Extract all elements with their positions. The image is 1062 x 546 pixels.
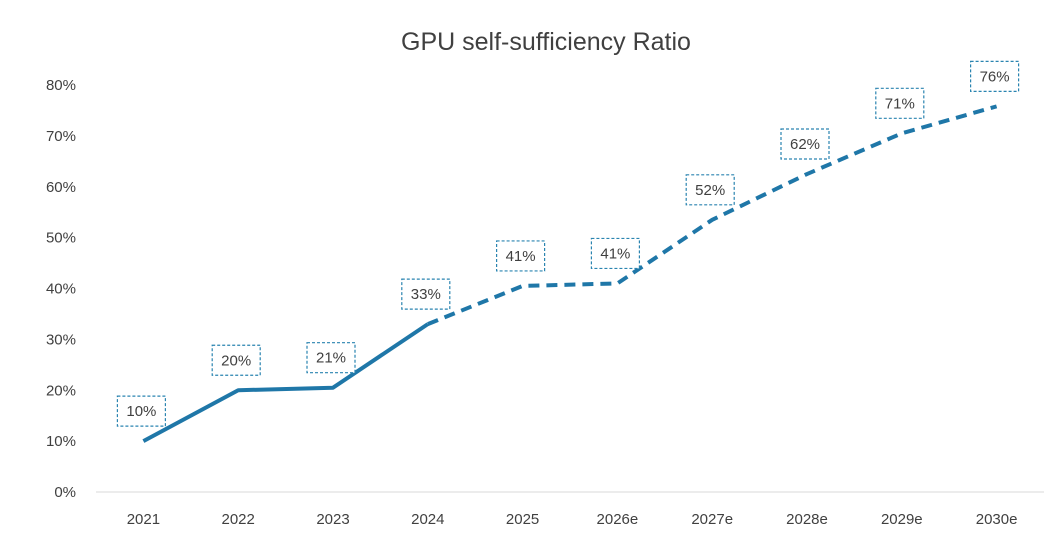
data-label-text: 41%	[506, 248, 536, 265]
data-label-box	[685, 174, 735, 206]
data-label-text: 41%	[600, 245, 630, 262]
data-label-text: 20%	[221, 352, 251, 369]
data-label-text: 21%	[316, 350, 346, 367]
data-label-text: 71%	[885, 95, 915, 112]
y-tick-label: 60%	[46, 179, 76, 196]
series-line-actual	[142, 322, 429, 443]
x-tick-label: 2030e	[976, 511, 1018, 528]
data-label: 33%	[401, 278, 451, 310]
y-tick-label: 30%	[46, 331, 76, 348]
data-label: 76%	[969, 60, 1020, 92]
x-tick-label: 2022	[222, 511, 255, 528]
data-label: 62%	[780, 128, 830, 160]
data-label-box	[211, 344, 261, 376]
x-tick-label: 2029e	[881, 511, 923, 528]
data-label-text: 52%	[695, 182, 725, 199]
y-tick-label: 70%	[46, 128, 76, 145]
y-tick-label: 0%	[54, 484, 76, 501]
y-tick-label: 80%	[46, 77, 76, 94]
data-label-text: 33%	[411, 286, 441, 303]
x-tick-label: 2028e	[786, 511, 828, 528]
data-label: 21%	[306, 342, 356, 374]
x-tick-label: 2024	[411, 511, 444, 528]
series-line-estimate	[427, 104, 998, 326]
y-axis-ticks: 0% 10% 20% 30% 40% 50% 60% 70% 80%	[46, 77, 76, 501]
data-label-box	[780, 128, 830, 160]
x-tick-label: 2027e	[691, 511, 733, 528]
y-tick-label: 10%	[46, 433, 76, 450]
data-label-text: 62%	[790, 136, 820, 153]
data-label-box	[401, 278, 451, 310]
data-label: 41%	[590, 237, 641, 270]
data-label-box	[306, 342, 356, 374]
x-tick-label: 2023	[316, 511, 349, 528]
chart-title: GPU self-sufficiency Ratio	[401, 28, 691, 56]
data-label-box	[590, 237, 641, 270]
y-tick-label: 20%	[46, 382, 76, 399]
data-labels: 10% 20% 21% 33% 41% 41% 52% 62% 71% 76%	[116, 60, 1020, 427]
x-tick-label: 2025	[506, 511, 539, 528]
data-label-text: 10%	[126, 403, 156, 420]
x-axis-ticks: 2021 2022 2023 2024 2025 2026e 2027e 2028e 2029e…	[127, 511, 1018, 528]
data-label-box	[496, 240, 546, 272]
data-label: 20%	[211, 344, 261, 376]
data-label-box	[875, 87, 925, 119]
x-tick-label: 2026e	[597, 511, 639, 528]
data-label: 41%	[496, 240, 546, 272]
data-label: 10%	[116, 395, 167, 427]
series-lines	[142, 104, 998, 443]
data-label-box	[969, 60, 1020, 92]
data-label-box	[116, 395, 167, 427]
data-label: 71%	[875, 87, 925, 119]
y-tick-label: 40%	[46, 281, 76, 298]
y-tick-label: 50%	[46, 230, 76, 247]
x-tick-label: 2021	[127, 511, 160, 528]
data-label: 52%	[685, 174, 735, 206]
data-label-text: 76%	[980, 68, 1010, 85]
